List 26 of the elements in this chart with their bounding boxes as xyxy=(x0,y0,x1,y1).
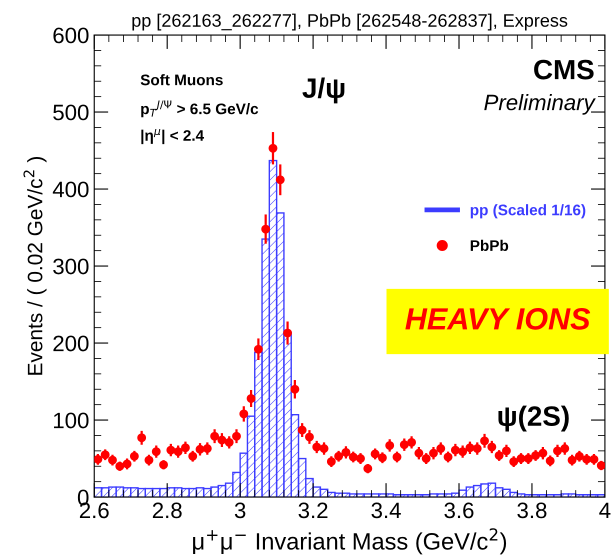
x-tick-label: 3.4 xyxy=(371,502,401,518)
annotation: CMS xyxy=(534,60,594,80)
annotation: |η$^{μ}$| < 2.4 xyxy=(141,129,204,144)
y-tick-label: 200 xyxy=(53,336,89,352)
y-tick-label: 600 xyxy=(53,28,89,44)
annotation: p$_{T}$$^{J/Ψ}$ > 6.5 GeV/c xyxy=(141,100,258,118)
y-tick-label: 500 xyxy=(53,104,89,120)
annotation: HEAVY IONS xyxy=(405,308,590,330)
x-tick-label: 4 xyxy=(599,502,610,518)
x-tick-label: 3.6 xyxy=(444,502,474,518)
y-axis-title: Events / ( 0.02 GeV/c$^{2}$ ) xyxy=(23,156,47,375)
x-tick-label: 3.2 xyxy=(298,502,328,518)
chart-title: pp [262163_262277], PbPb [262548-262837], Express xyxy=(132,14,568,30)
x-tick-label: 3 xyxy=(234,502,246,518)
x-tick-label: 2.8 xyxy=(152,502,182,518)
annotation: Soft Muons xyxy=(140,74,223,86)
annotation: Preliminary xyxy=(484,94,596,115)
y-tick-label: 400 xyxy=(52,182,89,198)
legend-label: PbPb xyxy=(470,240,508,251)
annotation: J/ψ xyxy=(302,78,344,104)
text: pp (Scaled 1/16) xyxy=(470,204,586,218)
x-axis-title: μ$^{+}$μ$^{−}$ Invariant Mass (GeV/c$^{2}$) xyxy=(193,528,506,554)
y-tick-label: 300 xyxy=(53,258,89,274)
x-tick-label: 3.8 xyxy=(517,502,546,518)
y-tick-label: 100 xyxy=(54,412,89,428)
annotation: ψ(2S) xyxy=(498,406,569,432)
